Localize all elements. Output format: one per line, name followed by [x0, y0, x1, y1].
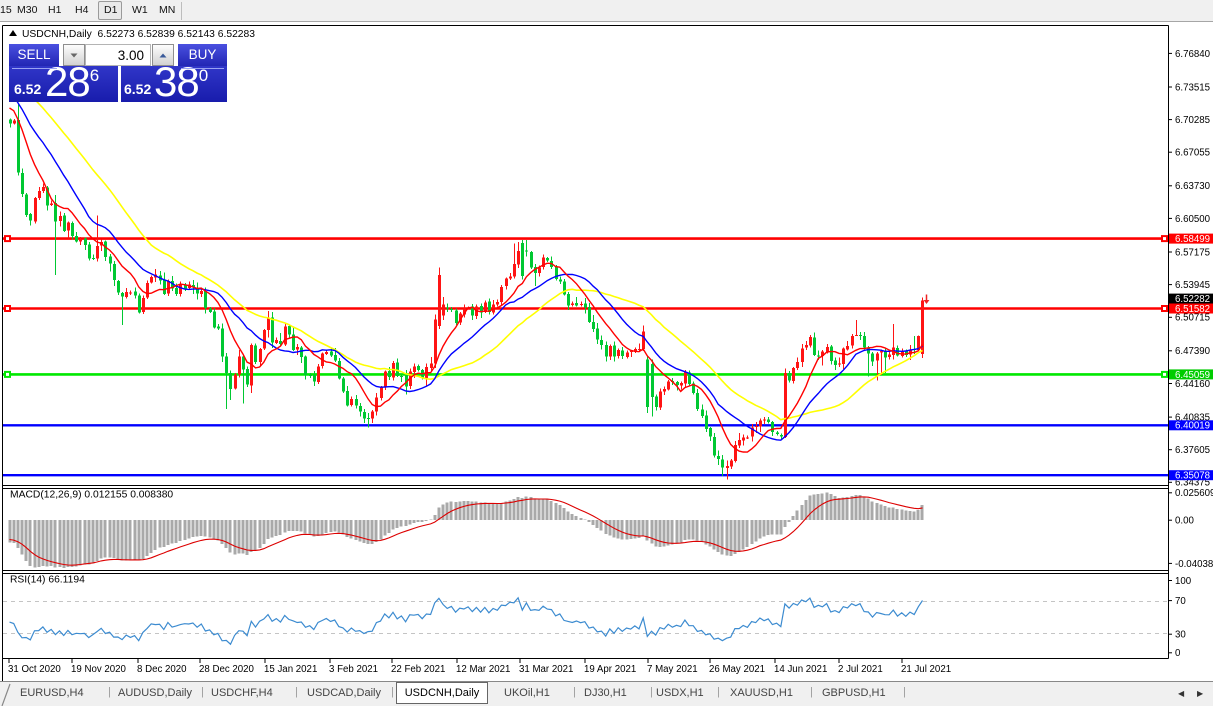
svg-text:70: 70 [1175, 596, 1186, 607]
svg-text:6.67055: 6.67055 [1175, 148, 1210, 159]
svg-text:8 Dec 2020: 8 Dec 2020 [137, 664, 187, 675]
svg-text:6.60500: 6.60500 [1175, 214, 1211, 225]
svg-text:6.35078: 6.35078 [1175, 471, 1210, 482]
svg-text:100: 100 [1175, 576, 1192, 587]
svg-text:6.70285: 6.70285 [1175, 115, 1210, 126]
svg-text:USDCNH,Daily 6.52273 6.52839: USDCNH,Daily 6.52273 6.52839 6.52143 6.5… [22, 29, 255, 40]
svg-text:2 Jul 2021: 2 Jul 2021 [838, 664, 883, 675]
svg-text:31 Oct 2020: 31 Oct 2020 [8, 664, 61, 675]
svg-text:6.58499: 6.58499 [1175, 234, 1210, 245]
svg-text:28 Dec 2020: 28 Dec 2020 [199, 664, 255, 675]
svg-text:12 Mar 2021: 12 Mar 2021 [456, 664, 510, 675]
svg-text:MACD(12,26,9) 0.012155 0.00838: MACD(12,26,9) 0.012155 0.008380 [10, 490, 173, 501]
svg-text:6.53945: 6.53945 [1175, 280, 1210, 291]
svg-text:6.73515: 6.73515 [1175, 82, 1210, 93]
svg-text:0.00: 0.00 [1175, 516, 1194, 527]
svg-text:6.50715: 6.50715 [1175, 313, 1210, 324]
svg-text:6.76840: 6.76840 [1175, 49, 1211, 60]
svg-text:22 Feb 2021: 22 Feb 2021 [391, 664, 445, 675]
svg-text:6.44160: 6.44160 [1175, 379, 1211, 390]
svg-text:19 Nov 2020: 19 Nov 2020 [71, 664, 127, 675]
svg-text:6.37605: 6.37605 [1175, 445, 1210, 456]
svg-text:6.40019: 6.40019 [1175, 421, 1210, 432]
svg-text:15 Jan 2021: 15 Jan 2021 [264, 664, 317, 675]
svg-text:19 Apr 2021: 19 Apr 2021 [584, 664, 636, 675]
svg-text:6.40835: 6.40835 [1175, 413, 1210, 424]
svg-text:6.45059: 6.45059 [1175, 370, 1210, 381]
svg-text:6.34375: 6.34375 [1175, 478, 1210, 489]
svg-text:6.63730: 6.63730 [1175, 181, 1211, 192]
svg-text:0: 0 [1175, 648, 1181, 659]
svg-text:-0.040386: -0.040386 [1175, 559, 1213, 570]
svg-text:6.57175: 6.57175 [1175, 247, 1210, 258]
svg-text:6.47390: 6.47390 [1175, 346, 1211, 357]
svg-text:7 May 2021: 7 May 2021 [647, 664, 698, 675]
svg-text:RSI(14) 66.1194: RSI(14) 66.1194 [10, 575, 85, 586]
svg-text:6.52282: 6.52282 [1175, 294, 1210, 305]
svg-text:21 Jul 2021: 21 Jul 2021 [901, 664, 951, 675]
svg-text:3 Feb 2021: 3 Feb 2021 [329, 664, 378, 675]
svg-text:6.51582: 6.51582 [1175, 304, 1210, 315]
svg-text:0.025609: 0.025609 [1175, 488, 1213, 499]
svg-text:30: 30 [1175, 630, 1186, 641]
svg-text:14 Jun 2021: 14 Jun 2021 [774, 664, 827, 675]
svg-text:31 Mar 2021: 31 Mar 2021 [519, 664, 573, 675]
svg-text:26 May 2021: 26 May 2021 [709, 664, 765, 675]
